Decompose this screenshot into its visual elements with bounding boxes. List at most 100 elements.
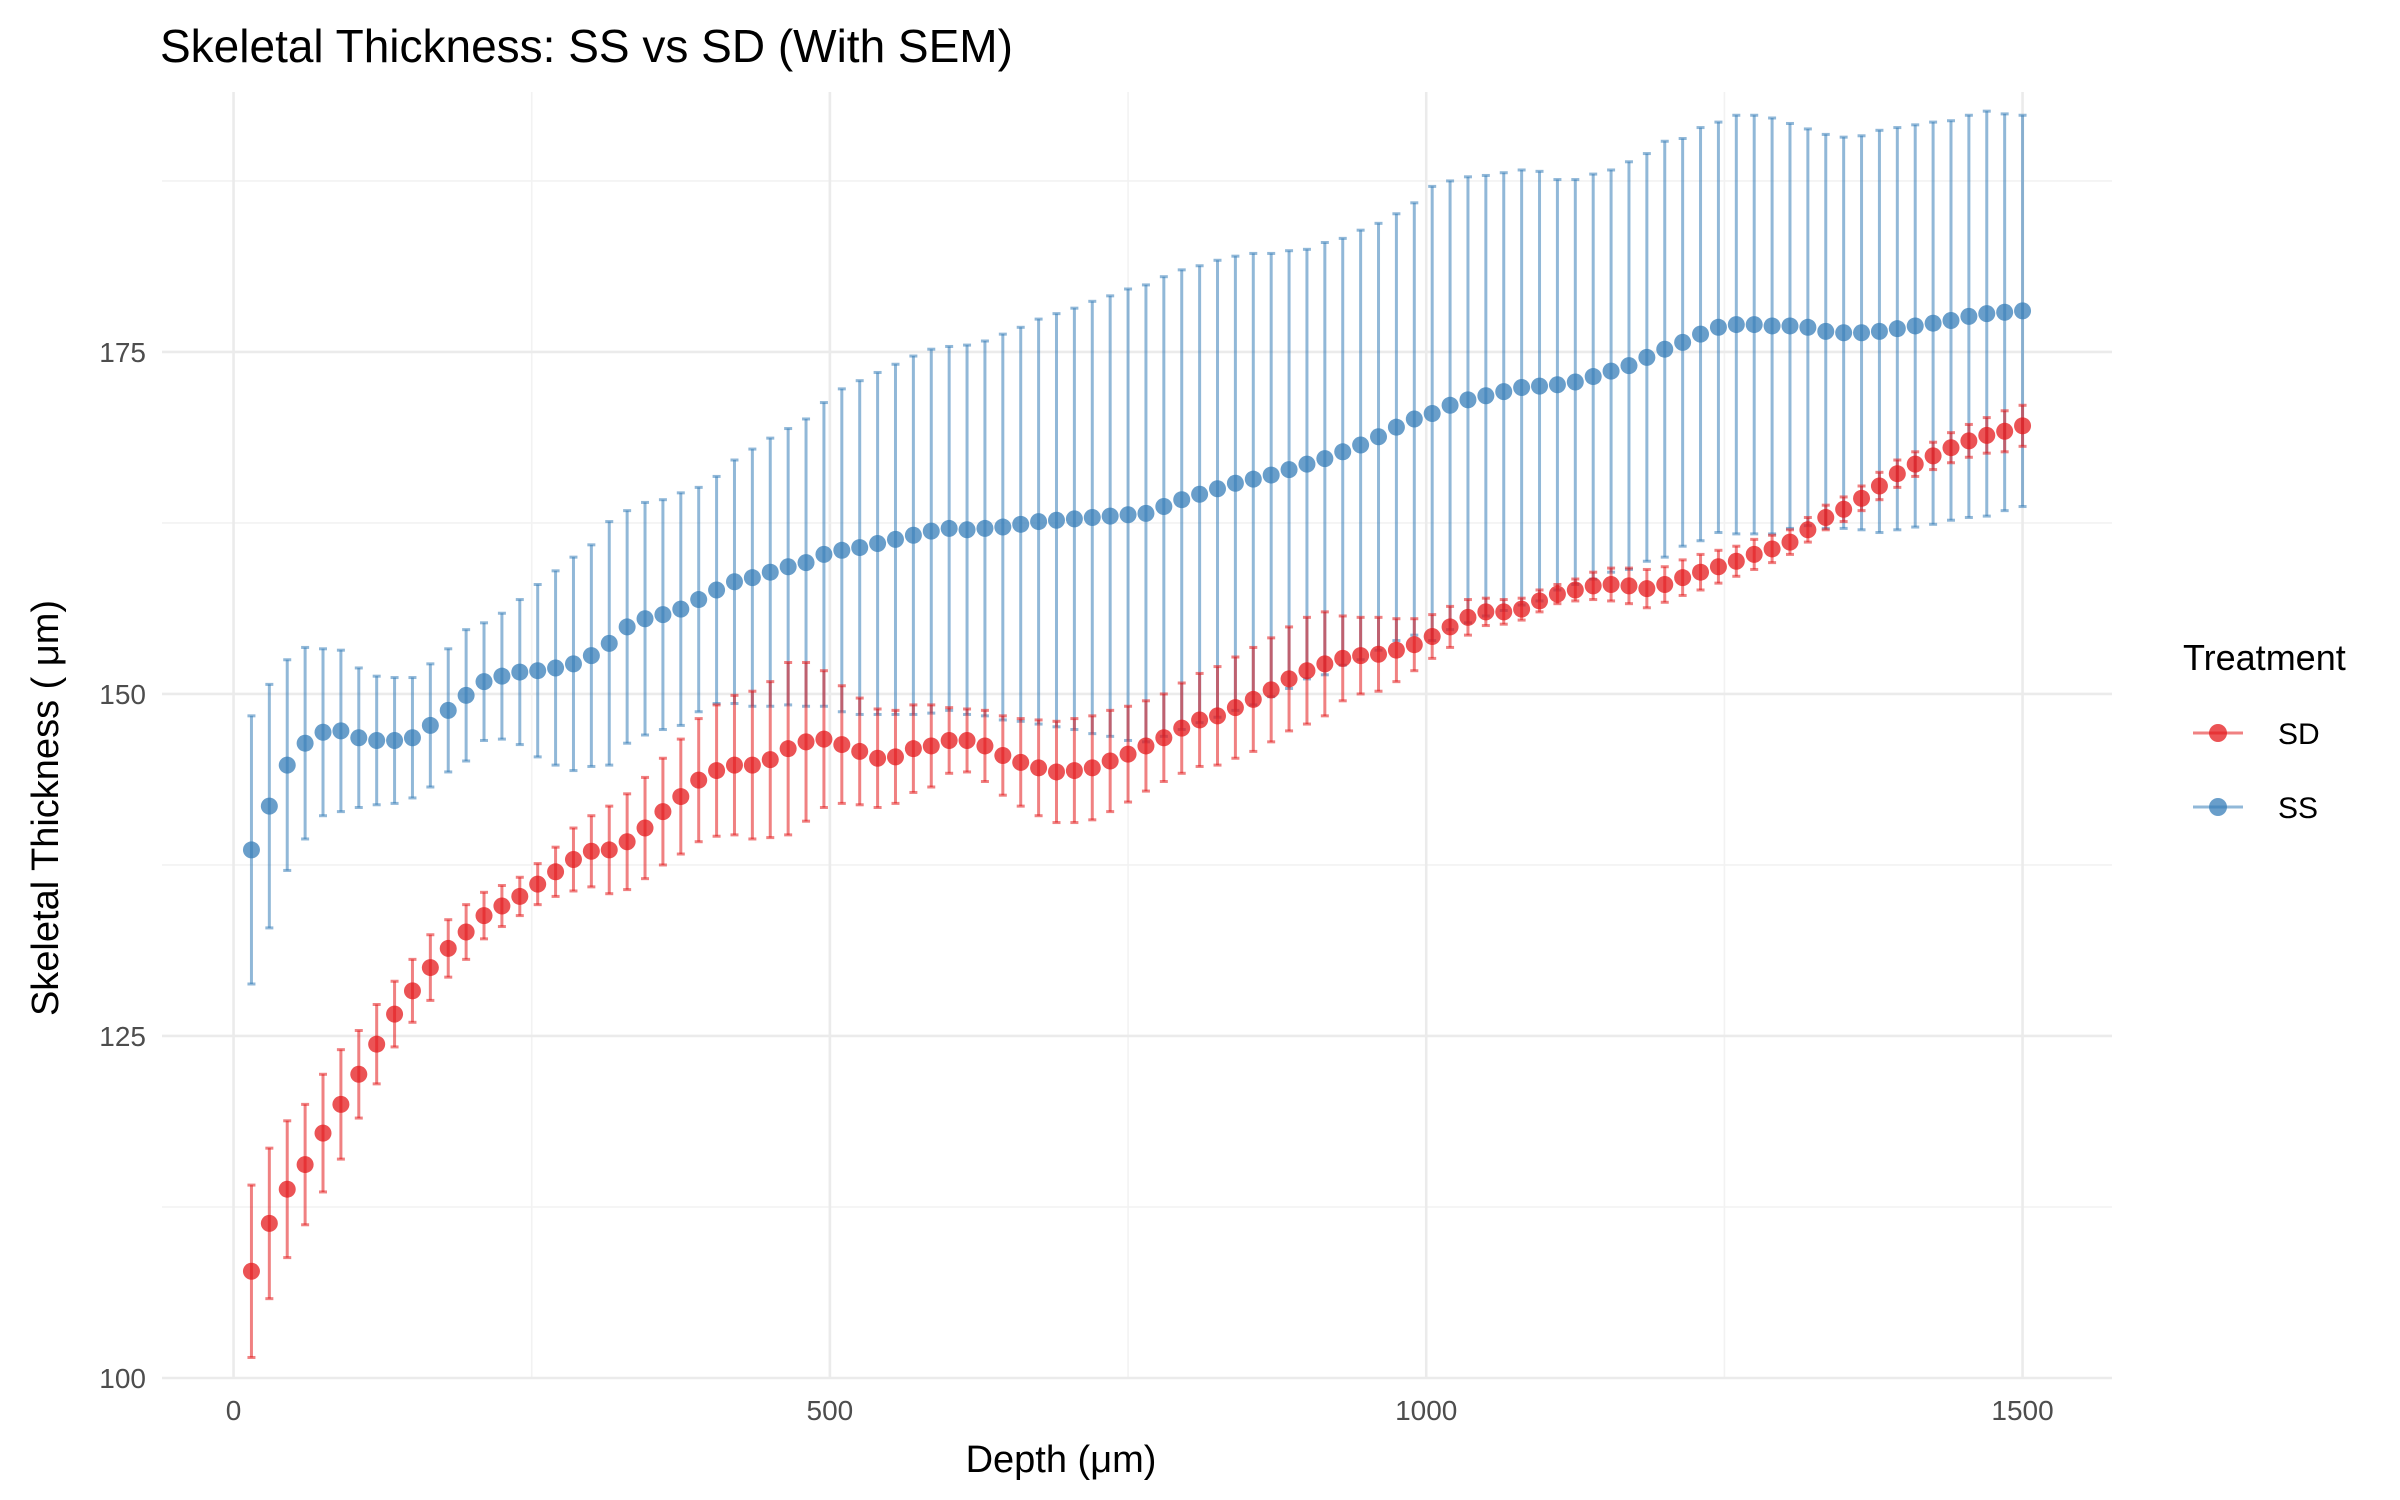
point-ss [1262,466,1280,484]
y-axis-label: Skeletal Thickness ( μm) [25,600,67,1016]
point-ss [708,581,726,599]
data-points [242,302,2032,1280]
chart-title: Skeletal Thickness: SS vs SD (With SEM) [160,20,1013,72]
point-ss [475,673,493,691]
point-ss [672,600,690,618]
point-ss [1191,485,1209,503]
point-ss [1602,362,1620,380]
point-ss [1352,436,1370,454]
point-ss [296,734,314,752]
point-ss [1638,348,1656,366]
point-sd [1030,759,1048,777]
point-ss [1209,480,1227,498]
point-ss [1620,357,1638,375]
point-ss [1853,324,1871,342]
point-ss [636,610,654,628]
point-ss [1674,333,1692,351]
point-sd [350,1065,368,1083]
point-ss [1030,513,1048,531]
point-sd [654,803,672,821]
point-sd [994,747,1012,765]
point-ss [1387,418,1405,436]
point-sd [743,756,761,774]
point-sd [1495,603,1513,621]
point-sd [1065,762,1083,780]
point-ss [600,634,618,652]
point-ss [743,569,761,587]
point-sd [1620,577,1638,595]
point-sd [296,1156,314,1174]
point-ss [1405,410,1423,428]
point-ss [1996,303,2014,321]
point-ss [1745,316,1763,334]
point-ss [1513,379,1531,397]
point-sd [636,819,654,837]
point-sd [851,742,869,760]
point-sd [1888,465,1906,483]
point-sd [1638,580,1656,598]
point-sd [1602,576,1620,594]
point-sd [1477,603,1495,621]
y-tick-label: 150 [99,679,146,710]
point-sd [529,875,547,893]
point-sd [1960,432,1978,450]
point-sd [1996,422,2014,440]
point-sd [922,737,940,755]
point-ss [1173,491,1191,509]
point-sd [493,897,511,915]
point-sd [1298,662,1316,680]
point-ss [1548,376,1566,394]
point-sd [1584,577,1602,595]
point-ss [1370,428,1388,446]
point-ss [582,647,600,665]
point-ss [922,522,940,540]
point-sd [1906,455,1924,473]
point-sd [958,731,976,749]
point-ss [1924,314,1942,332]
point-sd [314,1124,332,1142]
point-sd [1924,447,1942,465]
point-ss [690,591,708,609]
point-ss [493,667,511,685]
point-ss [1065,510,1083,528]
point-sd [1334,649,1352,667]
point-sd [1209,707,1227,725]
point-sd [511,887,529,905]
point-ss [725,573,743,591]
x-axis-label: Depth (μm) [966,1439,1157,1481]
point-sd [332,1095,350,1113]
legend-label-sd: SD [2278,718,2320,751]
point-sd [1316,655,1334,673]
point-ss [564,655,582,673]
point-sd [1674,569,1692,587]
point-sd [833,736,851,754]
legend-item-ss: SS [2193,792,2318,825]
point-ss [2014,302,2032,320]
point-ss [529,662,547,680]
legend-key-point-ss [2209,798,2227,816]
point-sd [1352,647,1370,665]
point-ss [1119,506,1137,524]
point-sd [1173,719,1191,737]
point-ss [1459,391,1477,409]
point-ss [1656,340,1674,358]
point-sd [1566,581,1584,599]
point-ss [368,731,386,749]
point-ss [386,731,404,749]
x-tick-label: 0 [226,1395,242,1426]
point-sd [1870,477,1888,495]
point-ss [1727,316,1745,334]
point-ss [350,729,368,747]
legend-label-ss: SS [2278,792,2318,825]
point-ss [1978,305,1996,323]
point-sd [618,833,636,851]
point-ss [1155,498,1173,516]
legend: Treatment SD SS [2183,637,2346,825]
point-ss [439,701,457,719]
point-sd [815,730,833,748]
x-tick-label: 1000 [1395,1395,1457,1426]
point-ss [1870,322,1888,340]
point-sd [421,959,439,977]
point-sd [761,751,779,769]
point-sd [1513,600,1531,618]
